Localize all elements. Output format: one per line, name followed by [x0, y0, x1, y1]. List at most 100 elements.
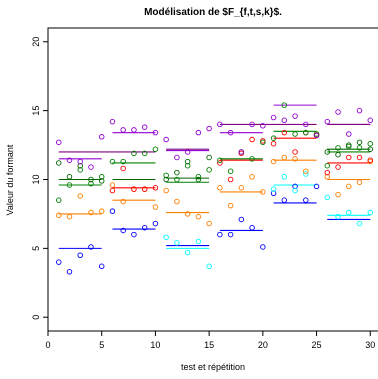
data-point	[303, 129, 309, 136]
data-point	[335, 151, 341, 158]
x-tick-label: 25	[312, 340, 322, 350]
data-point	[227, 176, 234, 183]
data-point	[356, 107, 363, 114]
data-point	[109, 118, 116, 125]
data-point	[141, 124, 148, 130]
data-point	[346, 154, 352, 161]
data-point	[98, 263, 105, 270]
data-point	[174, 176, 180, 183]
data-point	[195, 129, 202, 136]
data-point	[270, 186, 277, 192]
data-point	[66, 269, 73, 275]
data-point	[303, 121, 309, 128]
data-points	[55, 102, 374, 275]
data-point	[292, 149, 298, 155]
data-point	[217, 185, 223, 191]
data-point	[303, 197, 309, 203]
data-point	[195, 238, 202, 245]
data-point	[174, 154, 180, 161]
data-point	[292, 131, 298, 137]
data-point	[66, 173, 73, 180]
data-point	[249, 121, 255, 128]
data-point	[55, 197, 62, 203]
data-point	[227, 202, 234, 209]
data-point	[55, 139, 62, 146]
data-point	[163, 136, 169, 143]
data-point	[367, 209, 374, 216]
data-point	[55, 160, 62, 166]
data-point	[292, 187, 298, 194]
data-point	[227, 231, 234, 238]
data-point	[109, 208, 116, 214]
data-point	[120, 165, 126, 172]
data-point	[217, 121, 223, 128]
data-point	[163, 172, 169, 179]
data-point	[184, 249, 191, 256]
data-point	[120, 158, 126, 165]
data-point	[184, 149, 191, 155]
data-point	[324, 169, 331, 176]
data-point	[88, 164, 94, 170]
data-point	[141, 150, 148, 157]
data-point	[335, 164, 341, 170]
data-point	[270, 135, 277, 141]
data-point	[356, 154, 363, 161]
data-point	[260, 189, 266, 195]
data-point	[346, 209, 352, 216]
data-point	[55, 212, 62, 219]
data-point	[346, 142, 352, 148]
data-point	[77, 162, 83, 169]
data-point	[109, 182, 116, 188]
data-point	[98, 178, 105, 184]
data-point	[281, 173, 288, 180]
data-point	[217, 231, 223, 238]
data-point	[356, 179, 363, 186]
data-point	[206, 167, 212, 173]
data-point	[152, 146, 159, 152]
data-point	[260, 139, 266, 146]
data-point	[163, 234, 169, 241]
data-point	[281, 102, 288, 108]
data-point	[152, 204, 159, 210]
data-point	[77, 193, 83, 199]
data-point	[335, 109, 341, 115]
data-point	[356, 139, 363, 146]
data-point	[356, 220, 363, 227]
data-point	[249, 173, 255, 180]
data-point	[98, 173, 105, 180]
data-point	[270, 158, 277, 165]
data-point	[98, 134, 105, 140]
data-point	[163, 187, 169, 194]
data-point	[109, 158, 116, 165]
data-point	[206, 125, 212, 132]
y-tick-label: 5	[31, 246, 41, 251]
data-point	[88, 176, 94, 183]
data-point	[367, 146, 374, 152]
data-point	[120, 127, 126, 133]
level-lines	[58, 104, 371, 249]
data-point	[281, 129, 288, 136]
data-point	[131, 150, 137, 157]
data-point	[335, 191, 341, 198]
data-point	[303, 168, 309, 174]
y-axis-label: Valeur du formant	[5, 144, 15, 215]
data-point	[335, 213, 341, 220]
data-point	[346, 183, 352, 190]
data-point	[152, 185, 159, 191]
data-point	[249, 136, 255, 143]
data-point	[356, 145, 363, 151]
data-point	[98, 208, 105, 214]
data-point	[141, 186, 148, 192]
data-point	[77, 252, 83, 258]
data-point	[77, 158, 83, 165]
data-point	[324, 173, 331, 180]
x-tick-label: 30	[365, 340, 375, 350]
data-point	[367, 157, 374, 163]
data-point	[270, 190, 277, 197]
data-point	[367, 117, 374, 124]
data-point	[195, 213, 202, 220]
data-point	[184, 162, 191, 169]
data-point	[206, 263, 212, 270]
data-point	[184, 211, 191, 217]
data-point	[174, 169, 180, 176]
